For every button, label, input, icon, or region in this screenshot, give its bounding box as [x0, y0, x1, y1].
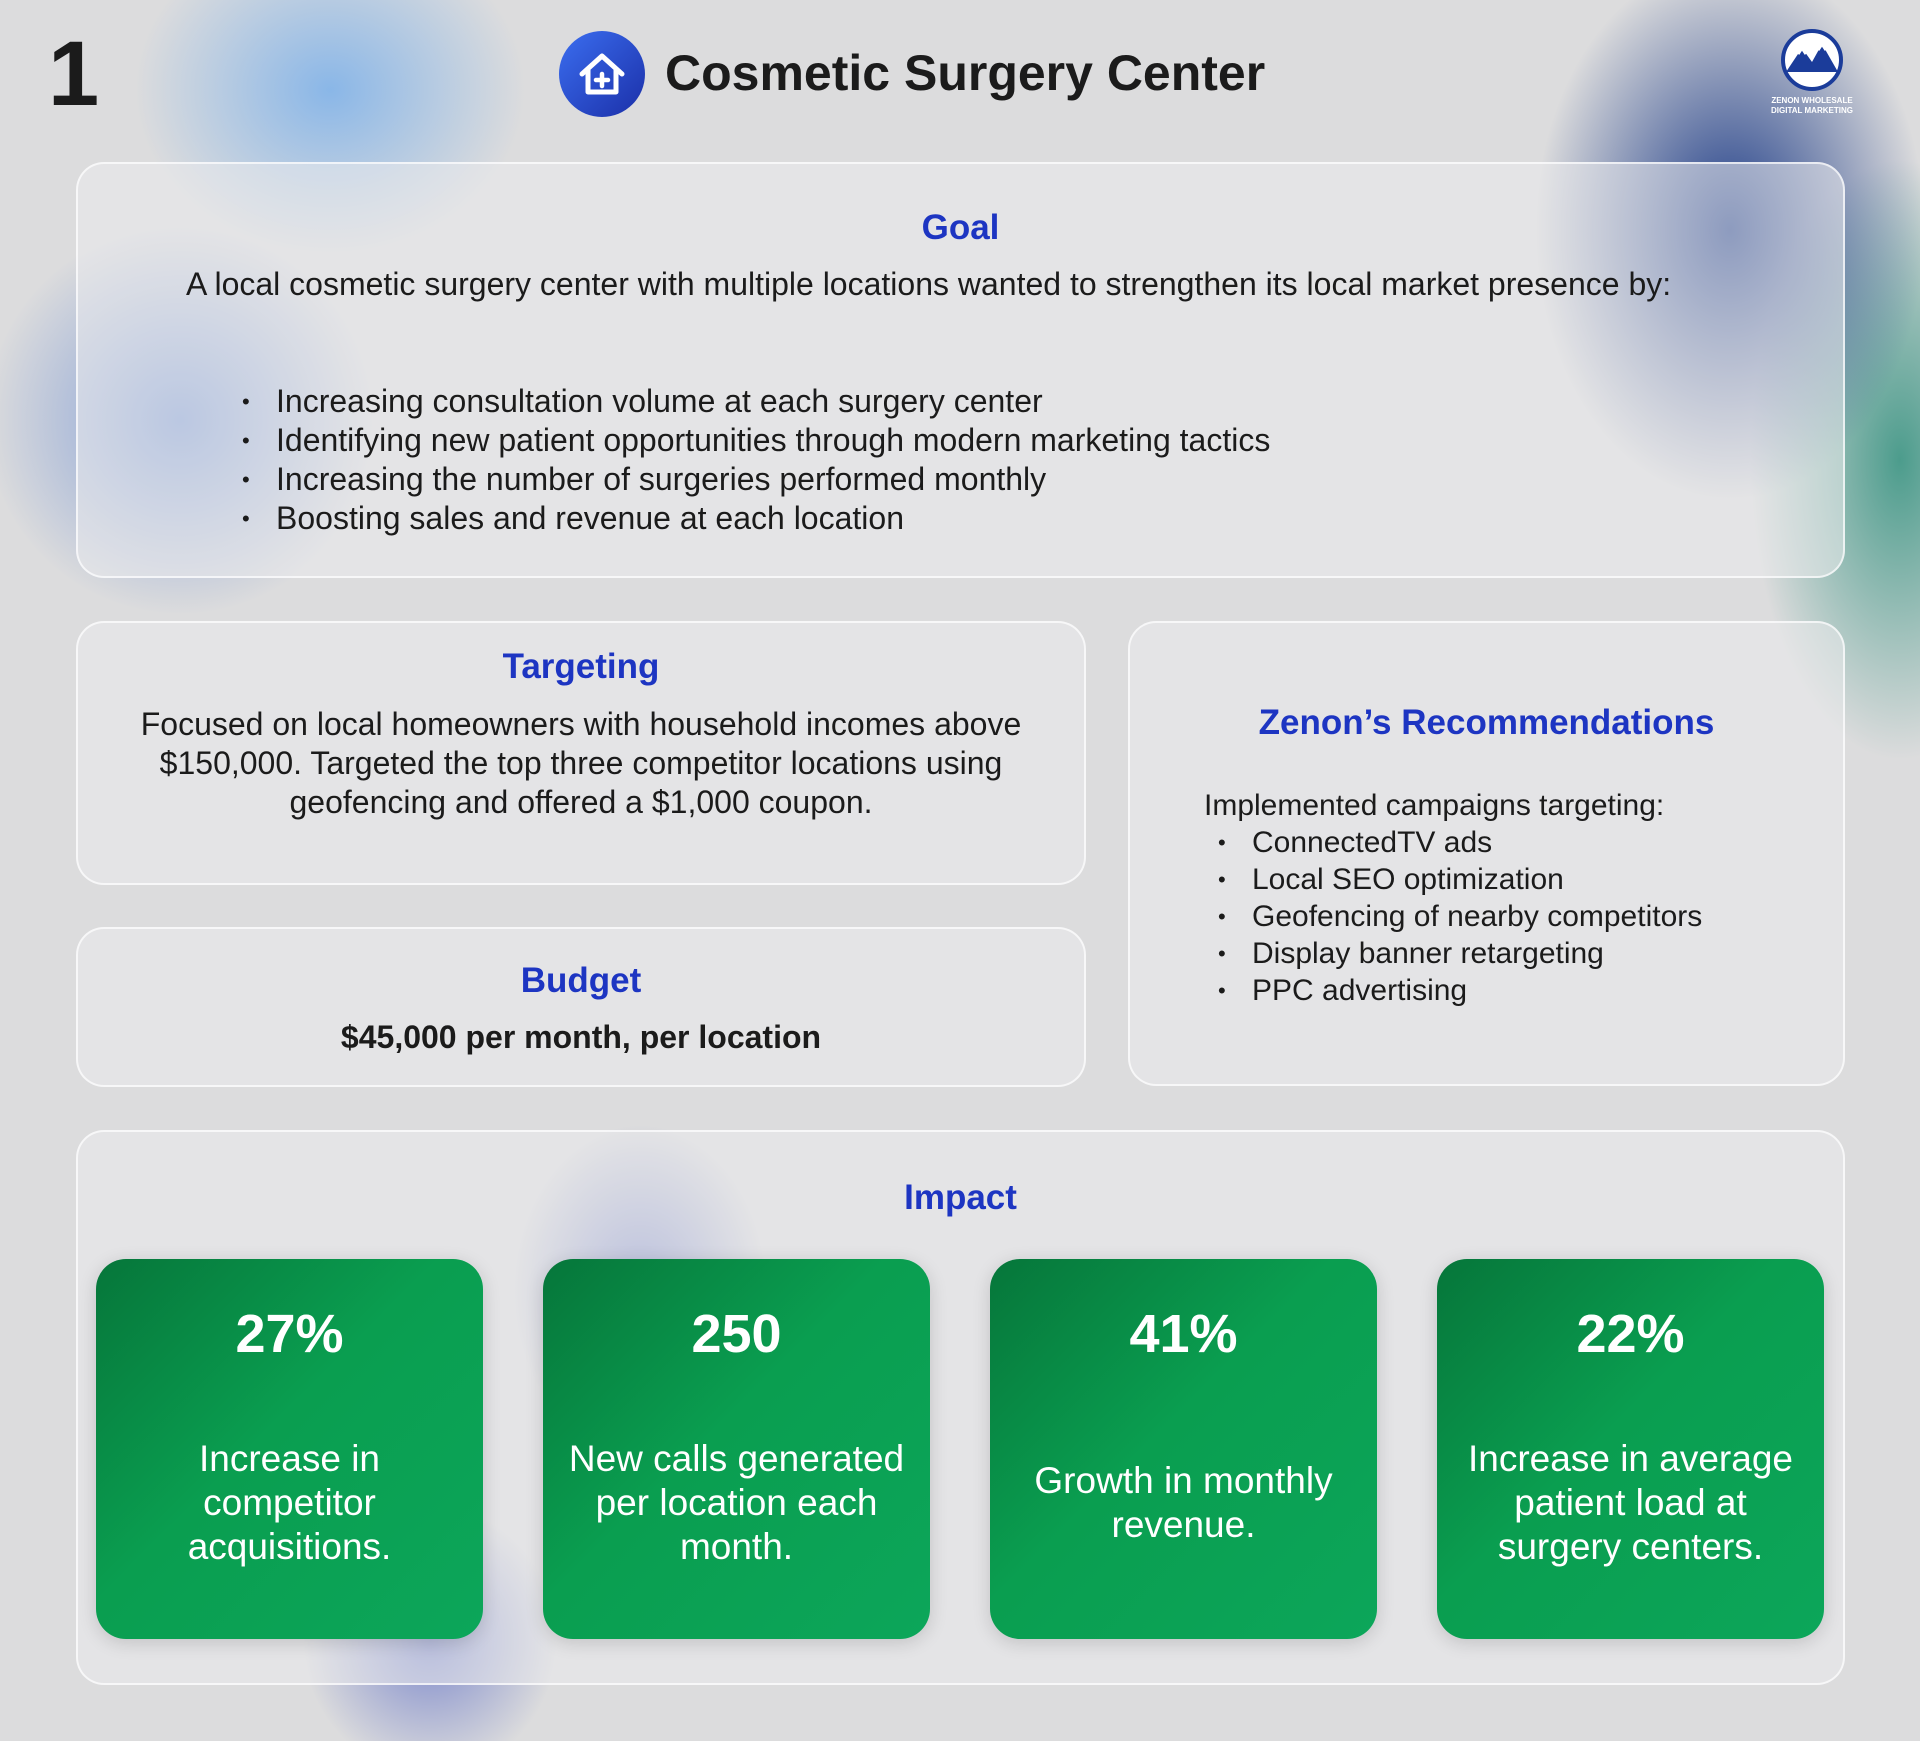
header-title: Cosmetic Surgery Center [665, 45, 1266, 101]
goal-text: A local cosmetic surgery center with mul… [186, 266, 1672, 302]
stat-label: Increase in competitor acquisitions. [187, 1438, 392, 1567]
recommendations-heading: Zenon’s Recommendations [1258, 703, 1715, 742]
budget-text: $45,000 per month, per location [340, 1019, 822, 1055]
recommendation-bullet: PPC advertising [1204, 972, 1702, 1009]
page-number: 1 [48, 23, 100, 125]
goal-bullet: Identifying new patient opportunities th… [228, 421, 1270, 460]
targeting-card: Targeting Focused on local homeowners wi… [76, 621, 1086, 885]
recommendations-card: Zenon’s Recommendations Implemented camp… [1128, 621, 1845, 1086]
stat-value: 250 [691, 1304, 782, 1364]
stat-tile: 250 New calls generated per location eac… [543, 1259, 930, 1639]
goal-card: Goal A local cosmetic surgery center wit… [76, 162, 1845, 578]
header-icon [559, 31, 645, 117]
stat-tile: 27% Increase in competitor acquisitions. [96, 1259, 483, 1639]
recommendations-list: ConnectedTV ads Local SEO optimization G… [1204, 824, 1702, 1009]
targeting-text: Focused on local homeowners with househo… [140, 706, 1022, 820]
stat-value: 27% [235, 1304, 344, 1364]
logo-line: DIGITAL MARKETING [1771, 106, 1853, 115]
goal-bullet: Increasing consultation volume at each s… [228, 382, 1270, 421]
recommendations-intro: Implemented campaigns targeting: [1204, 789, 1665, 822]
recommendation-bullet: Local SEO optimization [1204, 861, 1702, 898]
goal-list: Increasing consultation volume at each s… [228, 382, 1270, 538]
recommendation-bullet: ConnectedTV ads [1204, 824, 1702, 861]
goal-bullet: Boosting sales and revenue at each locat… [228, 499, 1270, 538]
stat-value: 41% [1129, 1304, 1238, 1364]
stat-tile: 22% Increase in average patient load at … [1437, 1259, 1824, 1639]
budget-heading: Budget [520, 961, 642, 1000]
logo-mark [1781, 29, 1843, 91]
impact-heading: Impact [904, 1178, 1017, 1217]
goal-heading: Goal [921, 208, 1000, 247]
logo-line: ZENON WHOLESALE [1771, 96, 1853, 105]
stat-value: 22% [1576, 1304, 1685, 1364]
budget-card: Budget $45,000 per month, per location [76, 927, 1086, 1087]
recommendation-bullet: Display banner retargeting [1204, 935, 1702, 972]
logo-text: ZENON WHOLESALE DIGITAL MARKETING [1740, 96, 1884, 116]
goal-bullet: Increasing the number of surgeries perfo… [228, 460, 1270, 499]
targeting-heading: Targeting [502, 647, 660, 686]
stat-label: Increase in average patient load at surg… [1468, 1438, 1793, 1567]
stat-label: Growth in monthly revenue. [1034, 1460, 1333, 1545]
stat-label: New calls generated per location each mo… [568, 1438, 905, 1567]
recommendation-bullet: Geofencing of nearby competitors [1204, 898, 1702, 935]
stat-tile: 41% Growth in monthly revenue. [990, 1259, 1377, 1639]
